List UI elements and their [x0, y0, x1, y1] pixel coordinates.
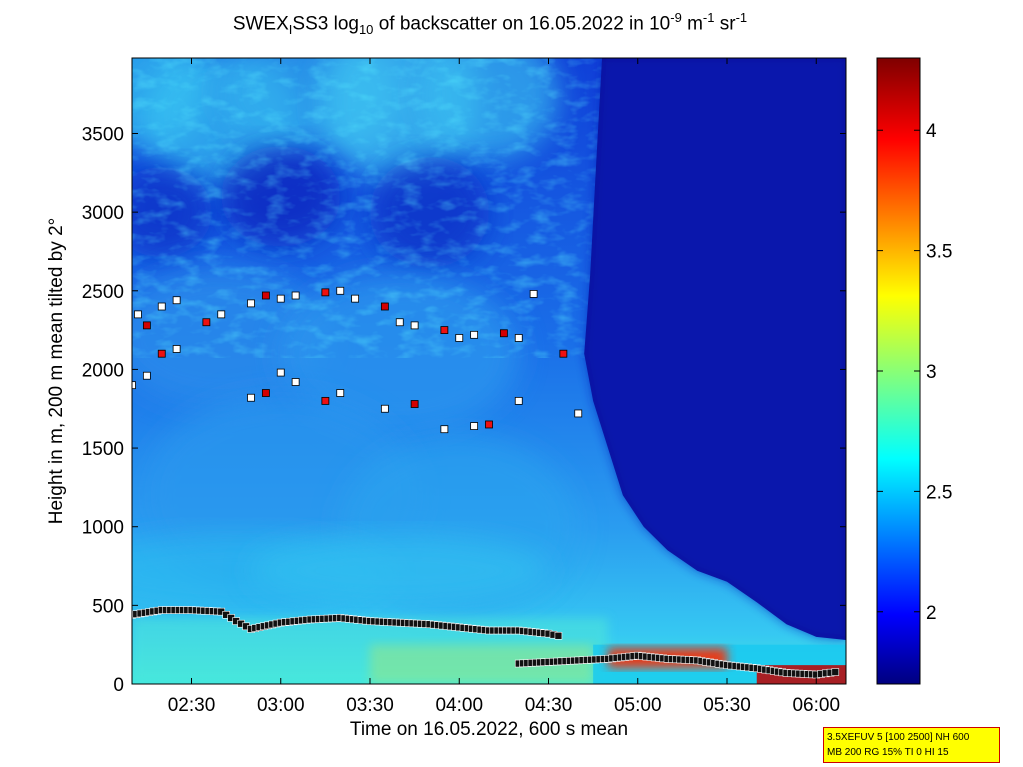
cloud-layer-marker [291, 291, 300, 300]
x-tick-label: 03:30 [346, 695, 394, 716]
x-tick-label: 04:00 [435, 695, 483, 716]
lower-layer-marker [132, 381, 136, 390]
colorbar-tick-label: 3 [926, 362, 937, 383]
cloud-layer-marker [217, 310, 226, 319]
cloud-layer-marker [336, 286, 345, 295]
y-tick-label: 2000 [82, 360, 124, 381]
x-tick-label: 05:00 [614, 695, 662, 716]
surface-layer-marker [831, 668, 840, 676]
x-tick-label: 04:30 [525, 695, 573, 716]
plot-area [132, 58, 846, 684]
chart-title: SWEXISS3 log10 of backscatter on 16.05.2… [232, 10, 748, 38]
clean-air-region [584, 58, 846, 640]
lower-layer-marker [321, 396, 330, 405]
y-tick-label: 3000 [82, 203, 124, 224]
lower-layer-marker [410, 400, 419, 408]
x-axis: 02:30 03:00 03:30 04:00 04:30 05:00 05:30 06:00 [168, 58, 840, 716]
lower-layer-marker [157, 349, 166, 358]
lower-layer-marker [172, 345, 181, 353]
y-tick-label: 1500 [82, 439, 124, 460]
y-tick-label: 1000 [82, 518, 124, 539]
cloud-layer-marker [395, 318, 404, 327]
cloud-layer-marker [261, 291, 270, 300]
cloud-layer-marker [499, 329, 508, 338]
plot-frame [131, 57, 847, 685]
cloud-layer-marker [410, 321, 419, 330]
colorbar-tick-label: 3.5 [926, 242, 952, 263]
y-axis: 0 500 1000 1500 2000 2500 3000 3500 [82, 124, 846, 696]
colorbar-ticks: 2 2.5 3 3.5 4 [877, 121, 952, 624]
heatmap-patch-13 [249, 535, 550, 606]
cloud-layer-marker [455, 334, 464, 342]
colorbar-tick-label: 2.5 [926, 482, 952, 503]
y-tick-label: 3500 [82, 124, 124, 145]
cloud-layer-marker [559, 349, 568, 358]
x-tick-label: 02:30 [168, 695, 216, 716]
lower-layer-marker [380, 404, 389, 413]
lower-layer-marker [247, 393, 255, 402]
lower-layer-marker [470, 422, 479, 430]
cloud-layer-marker [351, 294, 360, 303]
lower-layer-marker [514, 396, 523, 405]
cloud-layer-marker [470, 330, 479, 339]
x-tick-label: 05:30 [703, 695, 751, 716]
x-tick-label: 06:00 [792, 695, 840, 716]
cloud-layer-marker [202, 318, 211, 327]
cloud-layer-marker [134, 310, 142, 319]
lower-layer-marker [142, 371, 151, 380]
cloud-layer-marker [172, 296, 181, 305]
layer-markers [132, 286, 840, 679]
cloud-layer-marker [380, 302, 389, 311]
colorbar-gradient [876, 57, 921, 685]
info-line-1: 3.5XEFUV 5 [100 2500] NH 600 [827, 732, 970, 743]
boundary-layer-marker [554, 631, 563, 640]
clean-air-edge [584, 58, 846, 640]
cloud-layer-marker [514, 334, 523, 342]
lower-layer-marker [440, 425, 449, 434]
lower-layer-marker [336, 389, 345, 397]
cloud-layer-marker [440, 326, 449, 335]
lower-layer-marker [276, 368, 285, 377]
x-axis-title: Time on 16.05.2022, 600 s mean [350, 719, 628, 740]
lower-layer-marker [291, 378, 300, 386]
cloud-layer-marker [529, 290, 538, 298]
cloud-layer-marker [276, 294, 285, 303]
y-tick-label: 2500 [82, 282, 124, 303]
cloud-layer-marker [142, 321, 151, 330]
cloud-layer-marker [574, 409, 583, 418]
cloud-layer-marker [247, 299, 255, 308]
lower-layer-marker [261, 389, 270, 397]
info-line-2: MB 200 RG 15% TI 0 HI 15 [827, 747, 949, 758]
colorbar-tick-label: 4 [926, 121, 937, 142]
cloud-layer-marker [157, 302, 166, 311]
x-tick-label: 03:00 [257, 695, 305, 716]
y-tick-label: 500 [92, 596, 124, 617]
lower-layer-marker [485, 420, 493, 429]
y-tick-label: 0 [113, 675, 124, 696]
colorbar-tick-label: 2 [926, 603, 937, 624]
y-axis-title: Height in m, 200 m mean tilted by 2° [46, 218, 67, 524]
colorbar: 2 2.5 3 3.5 4 [876, 57, 952, 685]
settings-info-box: 3.5XEFUV 5 [100 2500] NH 600 MB 200 RG 1… [823, 727, 1000, 763]
cloud-layer-marker [321, 288, 330, 297]
